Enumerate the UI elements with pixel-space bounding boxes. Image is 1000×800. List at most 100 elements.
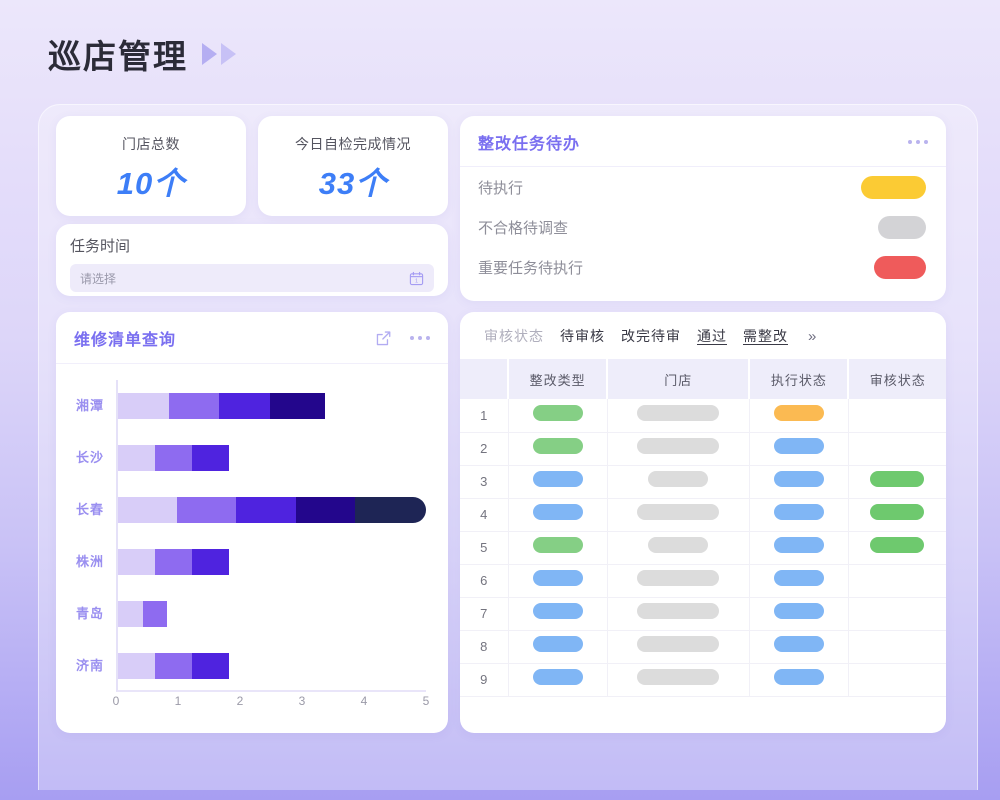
todo-row-label: 待执行: [478, 179, 524, 197]
chart-stacked-bar: [118, 497, 426, 523]
todo-row-label: 重要任务待执行: [478, 259, 584, 277]
stat-value: 10个: [116, 166, 186, 201]
chart-bar-segment: [118, 497, 178, 523]
table-row[interactable]: 7: [460, 597, 946, 631]
triangle-right-icon-2: [221, 43, 236, 65]
table-cell: [607, 432, 750, 466]
chart-bar-row[interactable]: [118, 640, 426, 692]
execution-status-pill: [773, 504, 824, 520]
chart-stacked-bar: [118, 601, 241, 627]
table-cell: [749, 432, 849, 466]
table-row[interactable]: 3: [460, 465, 946, 499]
stat-card-total-stores[interactable]: 门店总数 10个: [56, 116, 246, 216]
table-cell: [749, 498, 849, 532]
table-row[interactable]: 2: [460, 432, 946, 466]
execution-status-pill: [773, 438, 824, 454]
todo-card: 整改任务待办 待执行 不合格待调查 重要任务待执行: [460, 116, 946, 301]
chart-bar-segment: [191, 653, 229, 679]
chart-title: 维修清单查询: [74, 332, 177, 349]
more-horizontal-icon[interactable]: [410, 336, 430, 340]
table-cell: [848, 465, 946, 499]
chart-category-label: 青岛: [75, 606, 104, 621]
chart-x-tick: 4: [360, 694, 368, 708]
chart-bar-segment: [154, 653, 192, 679]
chart-bar-segment: [269, 393, 326, 419]
tab-more-icon[interactable]: »: [808, 327, 817, 345]
share-export-icon[interactable]: [375, 330, 392, 347]
filter-tab[interactable]: 待审核: [560, 328, 605, 344]
chart-bar-segment: [236, 497, 296, 523]
table-cell: [848, 630, 946, 664]
table-row[interactable]: 9: [460, 663, 946, 697]
table-filter-tabs: 审核状态 待审核 改完待审 通过 需整改 »: [460, 312, 946, 359]
chart-x-tick: 3: [298, 694, 306, 708]
rectification-type-pill: [532, 669, 583, 685]
table-row[interactable]: 5: [460, 531, 946, 565]
chart-stacked-bar: [118, 445, 303, 471]
store-pill: [637, 504, 720, 520]
table-cell: [508, 597, 608, 631]
table-cell: [508, 399, 608, 433]
table-cell: [848, 663, 946, 697]
task-time-input[interactable]: 请选择 1: [70, 264, 434, 292]
row-index: 7: [460, 597, 509, 631]
table-cell: [848, 564, 946, 598]
row-index: 5: [460, 531, 509, 565]
repair-list-chart-card: 维修清单查询 湘潭 长沙 长春 株洲 青岛 济南 0 1 2 3 4 5: [56, 312, 448, 733]
filter-tab[interactable]: 改完待审: [621, 328, 681, 344]
chart-bar-row[interactable]: [118, 432, 426, 484]
chart-bar-segment: [118, 601, 143, 627]
store-pill: [637, 570, 720, 586]
calendar-icon[interactable]: 1: [409, 271, 424, 286]
row-index: 8: [460, 630, 509, 664]
rectification-type-pill: [532, 537, 583, 553]
todo-row[interactable]: 待执行: [460, 167, 946, 207]
tabs-leading-label: 审核状态: [484, 328, 544, 344]
table-cell: [749, 531, 849, 565]
table-row[interactable]: 1: [460, 399, 946, 433]
audit-status-pill: [870, 471, 925, 487]
chart-bar-row[interactable]: [118, 536, 426, 588]
table-row[interactable]: 4: [460, 498, 946, 532]
chart-bar-segment: [142, 601, 168, 627]
table-cell: [508, 465, 608, 499]
row-index: 9: [460, 663, 509, 697]
more-horizontal-icon[interactable]: [908, 140, 928, 144]
filter-tab[interactable]: 通过: [697, 328, 727, 344]
chart-x-tick: 1: [174, 694, 182, 708]
chart-bar-segment: [118, 445, 155, 471]
stat-card-today-selfcheck[interactable]: 今日自检完成情况 33个: [258, 116, 448, 216]
table-cell: [749, 465, 849, 499]
row-index: 6: [460, 564, 509, 598]
chart-bar-segment: [118, 653, 155, 679]
filter-tab[interactable]: 需整改: [743, 328, 788, 344]
execution-status-pill: [773, 603, 824, 619]
chart-bar-segment: [118, 393, 169, 419]
chart-stacked-bar: [118, 653, 303, 679]
table-row[interactable]: 8: [460, 630, 946, 664]
chart-stacked-bar: [118, 393, 371, 419]
chart-category-label: 济南: [75, 658, 104, 673]
chart-bar-row[interactable]: [118, 484, 426, 536]
table-cell: [749, 597, 849, 631]
todo-row[interactable]: 重要任务待执行: [460, 247, 946, 287]
execution-status-pill: [773, 471, 824, 487]
table-cell: [848, 597, 946, 631]
chart-bar-row[interactable]: [118, 588, 426, 640]
chart-x-tick: 5: [422, 694, 430, 708]
todo-row-status-bar: [874, 255, 926, 279]
table-cell: [508, 663, 608, 697]
rectification-type-pill: [532, 603, 583, 619]
table-column-header: 门店: [607, 359, 751, 399]
row-index: 3: [460, 465, 509, 499]
chart-y-axis-labels: 湘潭 长沙 长春 株洲 青岛 济南: [56, 380, 112, 692]
table-header-row: 整改类型 门店 执行状态 审核状态: [460, 359, 946, 399]
chart-plot-area: 湘潭 长沙 长春 株洲 青岛 济南 0 1 2 3 4 5: [56, 364, 448, 724]
store-pill: [637, 603, 720, 619]
todo-row[interactable]: 不合格待调查: [460, 207, 946, 247]
chart-bar-row[interactable]: [118, 380, 426, 432]
store-pill: [637, 438, 720, 454]
table-row[interactable]: 6: [460, 564, 946, 598]
